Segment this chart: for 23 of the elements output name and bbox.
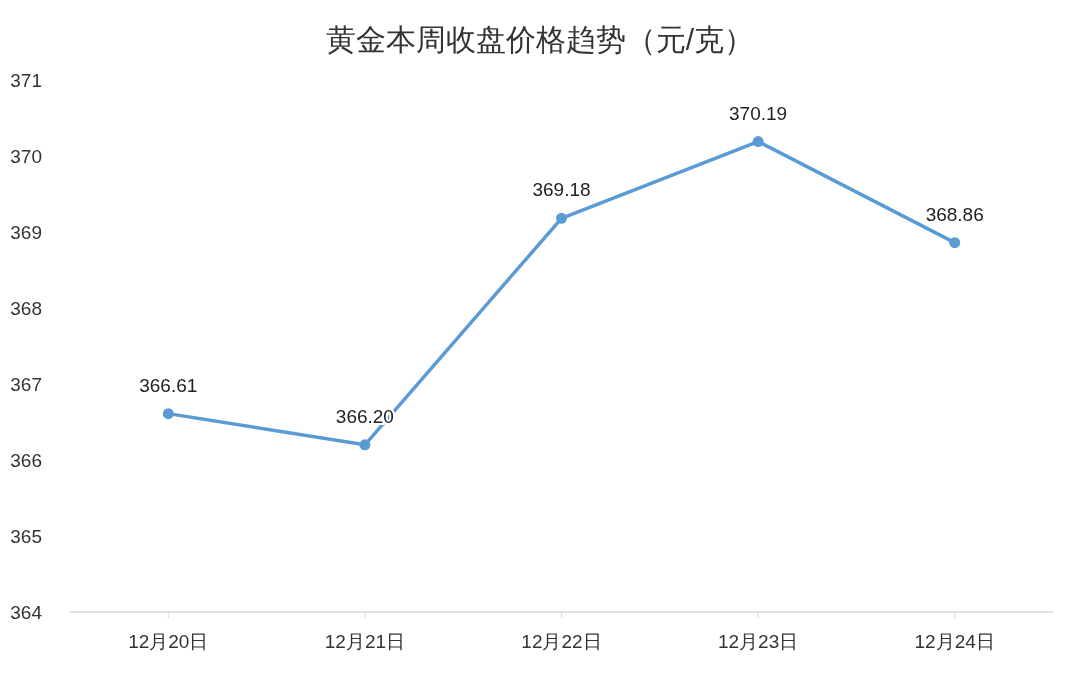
x-tick-label: 12月23日 xyxy=(717,631,799,652)
x-tick-label: 12月22日 xyxy=(521,631,602,652)
y-tick-label: 367 xyxy=(10,374,42,395)
x-tick-label: 12月20日 xyxy=(128,631,209,652)
point xyxy=(556,212,567,224)
text: 366.61 xyxy=(139,374,198,396)
x-tick-label: 12月21日 xyxy=(324,631,406,652)
text: 370.19 xyxy=(729,102,788,124)
y-tick-label: 371 xyxy=(10,70,42,91)
point xyxy=(162,408,174,420)
point xyxy=(752,136,764,148)
point xyxy=(359,439,371,451)
y-tick-label: 364 xyxy=(10,602,43,623)
text: 369.18 xyxy=(532,179,591,201)
text: 368.86 xyxy=(925,203,984,225)
y-tick-label: 369 xyxy=(10,222,42,243)
chart-title: 黄金本周收盘价格趋势（元/克） xyxy=(325,23,755,56)
y-tick-label: 365 xyxy=(10,526,42,547)
y-tick-label: 370 xyxy=(10,146,42,167)
point xyxy=(949,237,961,249)
x-tick-label: 12月24日 xyxy=(914,631,995,652)
y-tick-label: 366 xyxy=(10,450,42,471)
y-tick-label: 368 xyxy=(10,298,42,319)
